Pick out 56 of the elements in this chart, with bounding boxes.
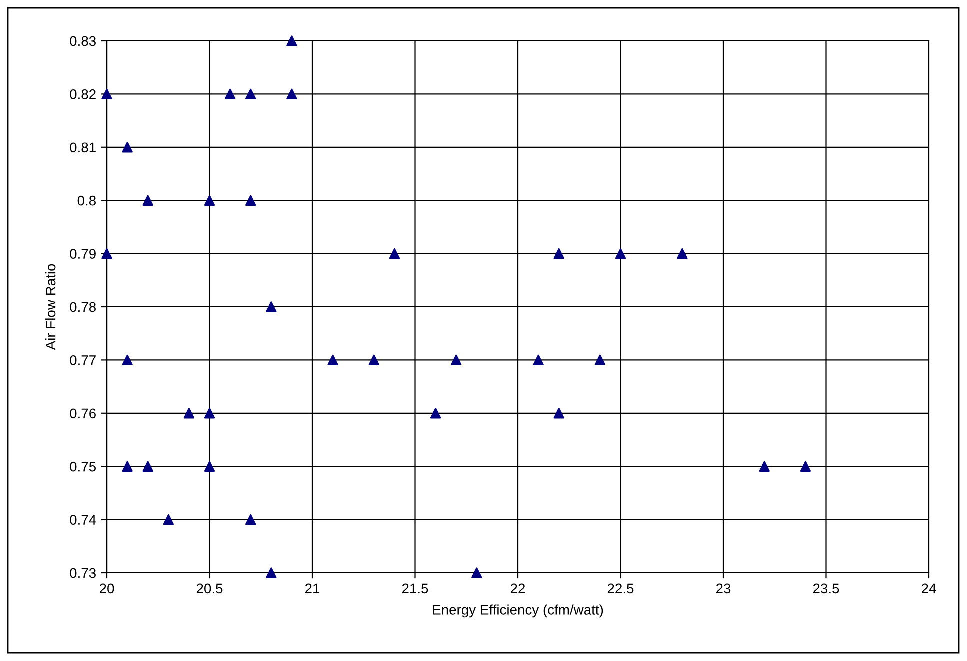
point xyxy=(389,248,400,260)
point xyxy=(328,354,338,366)
point xyxy=(554,248,564,260)
point xyxy=(266,302,277,312)
point xyxy=(122,461,133,472)
y-tick-label: 0.82 xyxy=(70,90,96,100)
y-axis-title: Air Flow Ratio xyxy=(45,264,56,350)
point xyxy=(450,354,462,366)
x-tick-label: 23.5 xyxy=(813,584,840,594)
point xyxy=(759,461,770,472)
point xyxy=(286,36,298,46)
point xyxy=(102,248,112,260)
x-tick-label: 21 xyxy=(305,584,320,594)
point xyxy=(163,514,174,526)
x-tick-label: 24 xyxy=(922,584,936,594)
point xyxy=(122,142,133,153)
y-tick-label: 0.8 xyxy=(78,196,96,206)
point xyxy=(266,568,277,578)
y-tick-label: 0.78 xyxy=(70,302,96,312)
y-tick-label: 0.81 xyxy=(70,142,96,153)
point xyxy=(204,461,216,472)
x-tick-label: 23 xyxy=(716,584,731,594)
y-tick-label: 0.79 xyxy=(70,249,96,259)
point xyxy=(554,408,564,419)
point xyxy=(245,88,256,100)
x-tick-label: 20 xyxy=(100,584,114,594)
x-tick-label: 22 xyxy=(510,584,526,594)
y-tick-label: 0.83 xyxy=(70,36,96,46)
point xyxy=(430,408,442,419)
point xyxy=(286,88,298,100)
y-tick-label: 0.75 xyxy=(70,462,96,472)
point xyxy=(102,88,112,100)
point xyxy=(184,408,195,419)
point xyxy=(224,88,236,100)
point xyxy=(594,354,606,366)
y-tick-label: 0.76 xyxy=(70,408,96,419)
y-tick-label: 0.77 xyxy=(70,356,96,366)
x-tick-label: 22.5 xyxy=(608,584,634,594)
y-tick-label: 0.74 xyxy=(70,515,96,525)
point xyxy=(142,195,154,206)
point xyxy=(142,461,154,472)
point xyxy=(245,195,256,206)
point xyxy=(122,354,133,366)
point xyxy=(533,354,544,366)
point xyxy=(615,248,626,260)
point xyxy=(472,568,482,578)
x-axis-title: Energy Efficiency (cfm/watt) xyxy=(433,604,604,618)
x-tick-label: 21.5 xyxy=(402,584,428,594)
y-tick-label: 0.73 xyxy=(70,568,96,578)
x-tick-label: 20.5 xyxy=(196,584,223,594)
point xyxy=(204,195,216,206)
point xyxy=(368,354,380,366)
point xyxy=(245,514,256,526)
point xyxy=(800,461,812,472)
point xyxy=(204,408,216,419)
point xyxy=(677,248,688,260)
